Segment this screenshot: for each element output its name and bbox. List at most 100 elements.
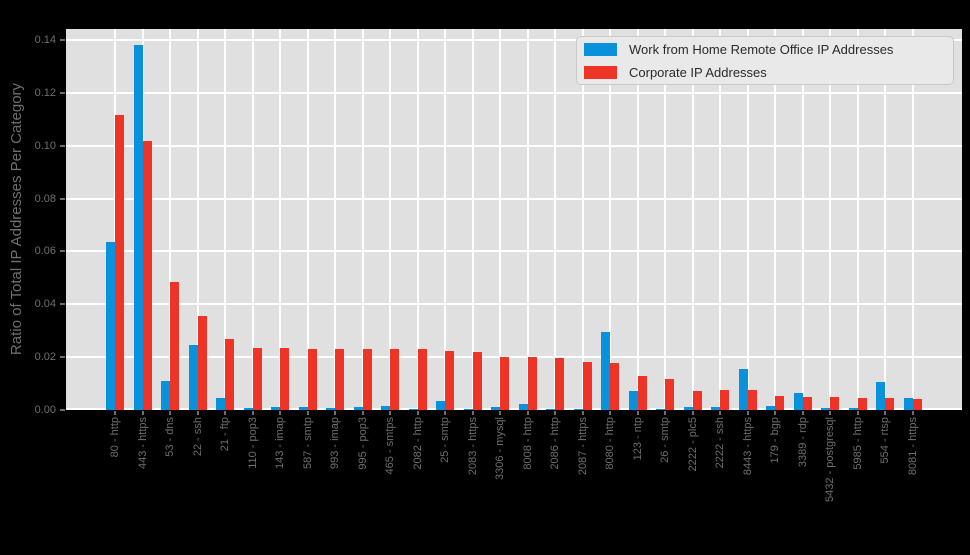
bar-corporate bbox=[280, 348, 290, 410]
x-tick-label: 5985 - http bbox=[851, 417, 864, 470]
v-gridline bbox=[609, 29, 612, 410]
h-gridline bbox=[66, 408, 962, 410]
bar-wfh bbox=[436, 401, 446, 410]
x-tick-label: 8081 - https bbox=[907, 417, 919, 476]
bar-wfh bbox=[271, 407, 281, 410]
x-tick-label: 3389 - rdp bbox=[796, 417, 809, 468]
x-tick-mark bbox=[306, 411, 309, 415]
v-gridline bbox=[224, 29, 227, 410]
bar-corporate bbox=[802, 397, 812, 410]
legend-item-wfh[interactable]: Work from Home Remote Office IP Addresse… bbox=[577, 39, 953, 59]
v-gridline bbox=[334, 29, 337, 410]
x-tick-mark bbox=[169, 411, 172, 415]
v-gridline bbox=[829, 29, 832, 410]
bar-wfh bbox=[656, 409, 666, 410]
v-gridline bbox=[499, 29, 502, 410]
x-tick-label: 22 - ssh bbox=[191, 417, 204, 457]
x-tick-label: 995 - pop3 bbox=[356, 417, 369, 470]
y-tick-mark bbox=[60, 409, 65, 411]
bar-corporate bbox=[142, 141, 152, 410]
x-tick-mark bbox=[361, 411, 364, 415]
v-gridline bbox=[664, 29, 667, 410]
v-gridline bbox=[691, 29, 694, 410]
v-gridline bbox=[719, 29, 722, 410]
x-tick-mark bbox=[884, 411, 887, 415]
bar-corporate bbox=[555, 358, 565, 410]
x-tick-mark bbox=[471, 411, 474, 415]
bar-wfh bbox=[683, 407, 693, 410]
legend-label-corporate: Corporate IP Addresses bbox=[629, 64, 767, 80]
legend: Work from Home Remote Office IP Addresse… bbox=[576, 36, 954, 85]
bar-wfh bbox=[904, 398, 913, 410]
x-tick-label: 8080 - http bbox=[604, 417, 617, 470]
v-gridline bbox=[306, 29, 309, 410]
bar-corporate bbox=[472, 352, 482, 410]
plot-area bbox=[66, 29, 962, 410]
x-tick-mark bbox=[912, 411, 914, 415]
bar-corporate bbox=[885, 398, 895, 410]
y-tick-label: 0.10 bbox=[34, 139, 56, 152]
bar-wfh bbox=[133, 45, 143, 410]
bar-corporate bbox=[170, 282, 180, 410]
v-gridline bbox=[581, 29, 584, 410]
x-tick-mark bbox=[141, 411, 144, 415]
bar-wfh bbox=[518, 404, 528, 410]
x-tick-mark bbox=[389, 411, 392, 415]
x-tick-label: 2222 - ssh bbox=[714, 417, 727, 469]
x-tick-mark bbox=[691, 411, 694, 415]
v-gridline bbox=[389, 29, 392, 410]
bar-wfh bbox=[738, 369, 748, 410]
x-tick-label: 465 - smtps bbox=[384, 417, 397, 475]
y-tick-mark bbox=[60, 144, 65, 147]
x-tick-label: 143 - imap bbox=[274, 417, 287, 469]
bar-wfh bbox=[188, 345, 198, 410]
v-gridline bbox=[526, 29, 529, 410]
bar-corporate bbox=[115, 115, 124, 410]
x-tick-mark bbox=[224, 411, 227, 415]
y-tick-label: 0.14 bbox=[34, 34, 56, 47]
bar-corporate bbox=[417, 349, 427, 410]
bar-corporate bbox=[913, 399, 922, 410]
x-tick-mark bbox=[829, 411, 832, 415]
v-gridline bbox=[746, 29, 749, 410]
bar-corporate bbox=[362, 349, 372, 410]
y-tick-mark bbox=[60, 303, 65, 306]
x-tick-mark bbox=[251, 411, 254, 415]
y-tick-mark bbox=[60, 39, 65, 42]
v-gridline bbox=[636, 29, 639, 410]
y-tick-label: 0.12 bbox=[34, 86, 56, 99]
y-tick-mark bbox=[60, 250, 65, 253]
bar-wfh bbox=[821, 408, 831, 410]
bar-corporate bbox=[720, 390, 730, 410]
v-gridline bbox=[251, 29, 254, 410]
x-tick-label: 26 - smtp bbox=[659, 417, 672, 463]
v-gridline bbox=[196, 29, 199, 410]
h-gridline bbox=[66, 303, 962, 306]
v-gridline bbox=[169, 29, 172, 410]
bar-corporate bbox=[775, 396, 785, 410]
x-tick-label: 8443 - https bbox=[741, 417, 754, 476]
bar-corporate bbox=[857, 398, 867, 410]
y-tick-mark bbox=[60, 91, 65, 94]
bar-wfh bbox=[463, 409, 473, 410]
x-tick-mark bbox=[444, 411, 447, 415]
y-tick-label: 0.06 bbox=[34, 245, 56, 258]
h-gridline bbox=[66, 144, 962, 147]
x-tick-mark bbox=[664, 411, 667, 415]
h-gridline bbox=[66, 250, 962, 253]
legend-label-wfh: Work from Home Remote Office IP Addresse… bbox=[629, 41, 894, 57]
bar-wfh bbox=[848, 408, 858, 410]
corporate-swatch-icon bbox=[584, 65, 617, 79]
v-gridline bbox=[554, 29, 557, 410]
x-tick-mark bbox=[746, 411, 749, 415]
bar-wfh bbox=[161, 381, 171, 410]
x-tick-label: 123 - ntp bbox=[631, 417, 644, 461]
h-gridline bbox=[66, 39, 962, 42]
v-gridline bbox=[884, 29, 887, 410]
x-tick-label: 5432 - postgresql bbox=[824, 417, 837, 502]
x-tick-label: 443 - https bbox=[136, 417, 149, 469]
bar-wfh bbox=[628, 391, 638, 410]
bar-corporate bbox=[252, 348, 262, 410]
x-tick-label: 2087 - https bbox=[576, 417, 589, 476]
legend-item-corporate[interactable]: Corporate IP Addresses bbox=[577, 62, 953, 82]
